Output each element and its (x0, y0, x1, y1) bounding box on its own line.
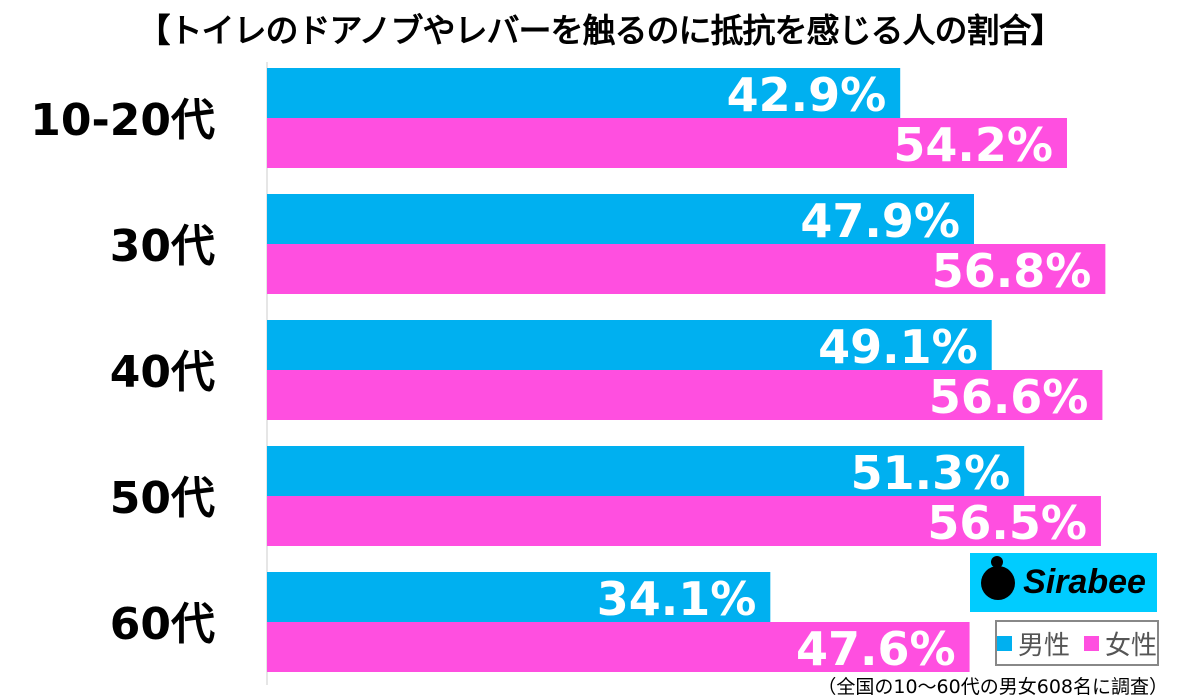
data-label: 56.6% (929, 370, 1089, 424)
data-label: 47.6% (796, 622, 956, 676)
legend-label-female: 女性 (1105, 630, 1158, 661)
category-label: 10-20代 (30, 95, 215, 146)
data-label: 56.5% (927, 496, 1087, 550)
logo-mark-icon (981, 555, 1016, 600)
bar-female (267, 118, 1067, 168)
bar-female (267, 622, 970, 672)
bar-female (267, 370, 1103, 420)
logo-text: Sirabee (1023, 563, 1146, 601)
data-label: 56.8% (932, 244, 1092, 298)
legend-swatch-male (997, 635, 1012, 651)
category-label: 60代 (110, 599, 215, 650)
legend-label-male: 男性 (1018, 630, 1071, 661)
bar-male (267, 194, 975, 244)
data-label: 47.9% (800, 194, 960, 248)
category-label: 50代 (110, 473, 215, 524)
legend-swatch-female (1084, 635, 1099, 651)
bar-male (267, 68, 901, 118)
chart-title: 【トイレのドアノブやレバーを触るのに抵抗を感じる人の割合】 (137, 11, 1063, 50)
bar-female (267, 244, 1106, 294)
data-label: 54.2% (893, 118, 1053, 172)
bar-male (267, 572, 771, 622)
bar-male (267, 320, 992, 370)
data-label: 49.1% (818, 320, 978, 374)
data-label: 42.9% (727, 68, 887, 122)
data-label: 34.1% (597, 572, 757, 626)
survey-note: （全国の10～60代の男女608名に調査） (817, 676, 1168, 698)
data-label: 51.3% (851, 446, 1011, 500)
bar-female (267, 496, 1101, 546)
category-label: 40代 (110, 347, 215, 398)
sirabee-logo: Sirabee (970, 553, 1157, 612)
bar-male (267, 446, 1025, 496)
legend: 男性 女性 (995, 620, 1159, 666)
category-label: 30代 (110, 221, 215, 272)
